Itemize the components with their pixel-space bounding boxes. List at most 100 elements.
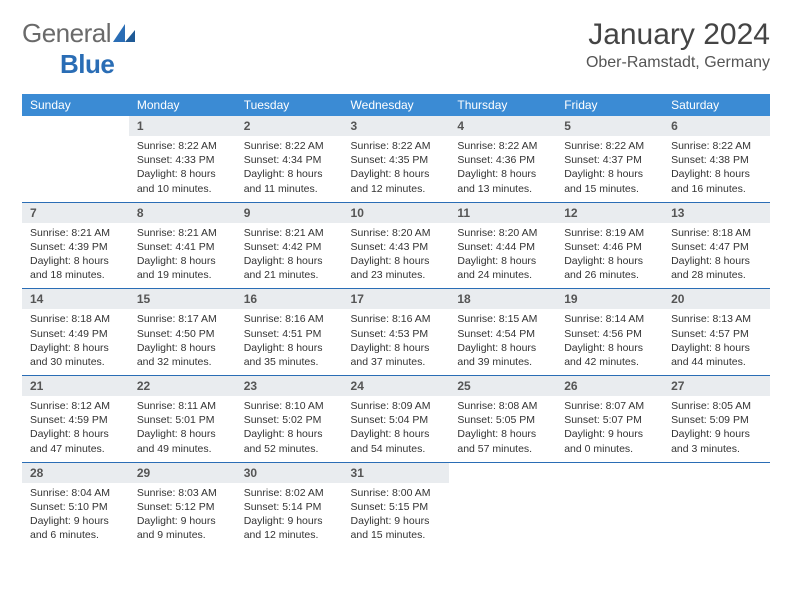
day-details: Sunrise: 8:12 AMSunset: 4:59 PMDaylight:… — [22, 396, 129, 462]
day-number: 1 — [129, 116, 236, 136]
day-details: Sunrise: 8:00 AMSunset: 5:15 PMDaylight:… — [343, 483, 450, 549]
day-number: 19 — [556, 289, 663, 309]
calendar-day-cell: 2Sunrise: 8:22 AMSunset: 4:34 PMDaylight… — [236, 116, 343, 202]
day-details: Sunrise: 8:15 AMSunset: 4:54 PMDaylight:… — [449, 309, 556, 375]
day-number: 12 — [556, 203, 663, 223]
sunrise-text: Sunrise: 8:12 AM — [30, 399, 121, 413]
calendar-table: SundayMondayTuesdayWednesdayThursdayFrid… — [22, 94, 770, 548]
calendar-day-cell — [556, 462, 663, 548]
sunrise-text: Sunrise: 8:21 AM — [30, 226, 121, 240]
day-number: 21 — [22, 376, 129, 396]
sunset-text: Sunset: 4:53 PM — [351, 327, 442, 341]
calendar-day-cell: 10Sunrise: 8:20 AMSunset: 4:43 PMDayligh… — [343, 202, 450, 289]
day-number: 3 — [343, 116, 450, 136]
calendar-week-row: 14Sunrise: 8:18 AMSunset: 4:49 PMDayligh… — [22, 289, 770, 376]
day-number: 30 — [236, 463, 343, 483]
daylight-text: Daylight: 8 hours and 12 minutes. — [351, 167, 442, 195]
day-number: 23 — [236, 376, 343, 396]
weekday-header: Friday — [556, 94, 663, 116]
daylight-text: Daylight: 8 hours and 26 minutes. — [564, 254, 655, 282]
sunset-text: Sunset: 5:14 PM — [244, 500, 335, 514]
sunset-text: Sunset: 4:38 PM — [671, 153, 762, 167]
calendar-day-cell: 18Sunrise: 8:15 AMSunset: 4:54 PMDayligh… — [449, 289, 556, 376]
calendar-day-cell: 24Sunrise: 8:09 AMSunset: 5:04 PMDayligh… — [343, 376, 450, 463]
calendar-day-cell: 31Sunrise: 8:00 AMSunset: 5:15 PMDayligh… — [343, 462, 450, 548]
sunset-text: Sunset: 5:05 PM — [457, 413, 548, 427]
day-details: Sunrise: 8:10 AMSunset: 5:02 PMDaylight:… — [236, 396, 343, 462]
day-number: 17 — [343, 289, 450, 309]
daylight-text: Daylight: 8 hours and 21 minutes. — [244, 254, 335, 282]
daylight-text: Daylight: 8 hours and 23 minutes. — [351, 254, 442, 282]
day-number: 31 — [343, 463, 450, 483]
day-details: Sunrise: 8:21 AMSunset: 4:41 PMDaylight:… — [129, 223, 236, 289]
day-details: Sunrise: 8:21 AMSunset: 4:42 PMDaylight:… — [236, 223, 343, 289]
day-details: Sunrise: 8:22 AMSunset: 4:36 PMDaylight:… — [449, 136, 556, 202]
daylight-text: Daylight: 8 hours and 57 minutes. — [457, 427, 548, 455]
weekday-header: Saturday — [663, 94, 770, 116]
day-details: Sunrise: 8:18 AMSunset: 4:49 PMDaylight:… — [22, 309, 129, 375]
calendar-day-cell: 13Sunrise: 8:18 AMSunset: 4:47 PMDayligh… — [663, 202, 770, 289]
sunset-text: Sunset: 4:54 PM — [457, 327, 548, 341]
calendar-day-cell: 22Sunrise: 8:11 AMSunset: 5:01 PMDayligh… — [129, 376, 236, 463]
calendar-day-cell: 28Sunrise: 8:04 AMSunset: 5:10 PMDayligh… — [22, 462, 129, 548]
day-number: 27 — [663, 376, 770, 396]
sunset-text: Sunset: 4:47 PM — [671, 240, 762, 254]
day-details: Sunrise: 8:13 AMSunset: 4:57 PMDaylight:… — [663, 309, 770, 375]
title-block: January 2024 Ober-Ramstadt, Germany — [586, 18, 770, 72]
calendar-day-cell: 12Sunrise: 8:19 AMSunset: 4:46 PMDayligh… — [556, 202, 663, 289]
calendar-day-cell — [663, 462, 770, 548]
calendar-day-cell: 16Sunrise: 8:16 AMSunset: 4:51 PMDayligh… — [236, 289, 343, 376]
calendar-day-cell: 26Sunrise: 8:07 AMSunset: 5:07 PMDayligh… — [556, 376, 663, 463]
daylight-text: Daylight: 9 hours and 6 minutes. — [30, 514, 121, 542]
daylight-text: Daylight: 8 hours and 18 minutes. — [30, 254, 121, 282]
sunset-text: Sunset: 5:10 PM — [30, 500, 121, 514]
sunrise-text: Sunrise: 8:21 AM — [137, 226, 228, 240]
sunset-text: Sunset: 4:50 PM — [137, 327, 228, 341]
calendar-day-cell: 8Sunrise: 8:21 AMSunset: 4:41 PMDaylight… — [129, 202, 236, 289]
sunset-text: Sunset: 4:39 PM — [30, 240, 121, 254]
sunrise-text: Sunrise: 8:22 AM — [137, 139, 228, 153]
daylight-text: Daylight: 8 hours and 37 minutes. — [351, 341, 442, 369]
daylight-text: Daylight: 8 hours and 44 minutes. — [671, 341, 762, 369]
calendar-week-row: 7Sunrise: 8:21 AMSunset: 4:39 PMDaylight… — [22, 202, 770, 289]
sunrise-text: Sunrise: 8:11 AM — [137, 399, 228, 413]
day-number: 4 — [449, 116, 556, 136]
day-number: 20 — [663, 289, 770, 309]
day-details: Sunrise: 8:22 AMSunset: 4:37 PMDaylight:… — [556, 136, 663, 202]
sunset-text: Sunset: 4:57 PM — [671, 327, 762, 341]
calendar-day-cell: 5Sunrise: 8:22 AMSunset: 4:37 PMDaylight… — [556, 116, 663, 202]
day-details: Sunrise: 8:21 AMSunset: 4:39 PMDaylight:… — [22, 223, 129, 289]
daylight-text: Daylight: 8 hours and 32 minutes. — [137, 341, 228, 369]
calendar-day-cell: 27Sunrise: 8:05 AMSunset: 5:09 PMDayligh… — [663, 376, 770, 463]
day-details: Sunrise: 8:16 AMSunset: 4:51 PMDaylight:… — [236, 309, 343, 375]
day-number: 11 — [449, 203, 556, 223]
calendar-day-cell: 11Sunrise: 8:20 AMSunset: 4:44 PMDayligh… — [449, 202, 556, 289]
day-number: 22 — [129, 376, 236, 396]
sunset-text: Sunset: 4:36 PM — [457, 153, 548, 167]
day-details: Sunrise: 8:22 AMSunset: 4:33 PMDaylight:… — [129, 136, 236, 202]
sunrise-text: Sunrise: 8:00 AM — [351, 486, 442, 500]
sunrise-text: Sunrise: 8:04 AM — [30, 486, 121, 500]
calendar-week-row: 1Sunrise: 8:22 AMSunset: 4:33 PMDaylight… — [22, 116, 770, 202]
sunset-text: Sunset: 4:35 PM — [351, 153, 442, 167]
sunset-text: Sunset: 4:59 PM — [30, 413, 121, 427]
calendar-day-cell: 25Sunrise: 8:08 AMSunset: 5:05 PMDayligh… — [449, 376, 556, 463]
sunrise-text: Sunrise: 8:18 AM — [30, 312, 121, 326]
page-header: General Blue January 2024 Ober-Ramstadt,… — [22, 18, 770, 80]
calendar-day-cell: 30Sunrise: 8:02 AMSunset: 5:14 PMDayligh… — [236, 462, 343, 548]
day-number: 6 — [663, 116, 770, 136]
day-details: Sunrise: 8:03 AMSunset: 5:12 PMDaylight:… — [129, 483, 236, 549]
day-number: 8 — [129, 203, 236, 223]
sunrise-text: Sunrise: 8:22 AM — [457, 139, 548, 153]
page-title: January 2024 — [586, 18, 770, 52]
calendar-day-cell — [449, 462, 556, 548]
day-details: Sunrise: 8:05 AMSunset: 5:09 PMDaylight:… — [663, 396, 770, 462]
sunrise-text: Sunrise: 8:20 AM — [457, 226, 548, 240]
sunset-text: Sunset: 4:33 PM — [137, 153, 228, 167]
calendar-day-cell: 20Sunrise: 8:13 AMSunset: 4:57 PMDayligh… — [663, 289, 770, 376]
calendar-day-cell: 19Sunrise: 8:14 AMSunset: 4:56 PMDayligh… — [556, 289, 663, 376]
sunset-text: Sunset: 5:09 PM — [671, 413, 762, 427]
calendar-day-cell: 23Sunrise: 8:10 AMSunset: 5:02 PMDayligh… — [236, 376, 343, 463]
sunset-text: Sunset: 5:02 PM — [244, 413, 335, 427]
day-number: 24 — [343, 376, 450, 396]
